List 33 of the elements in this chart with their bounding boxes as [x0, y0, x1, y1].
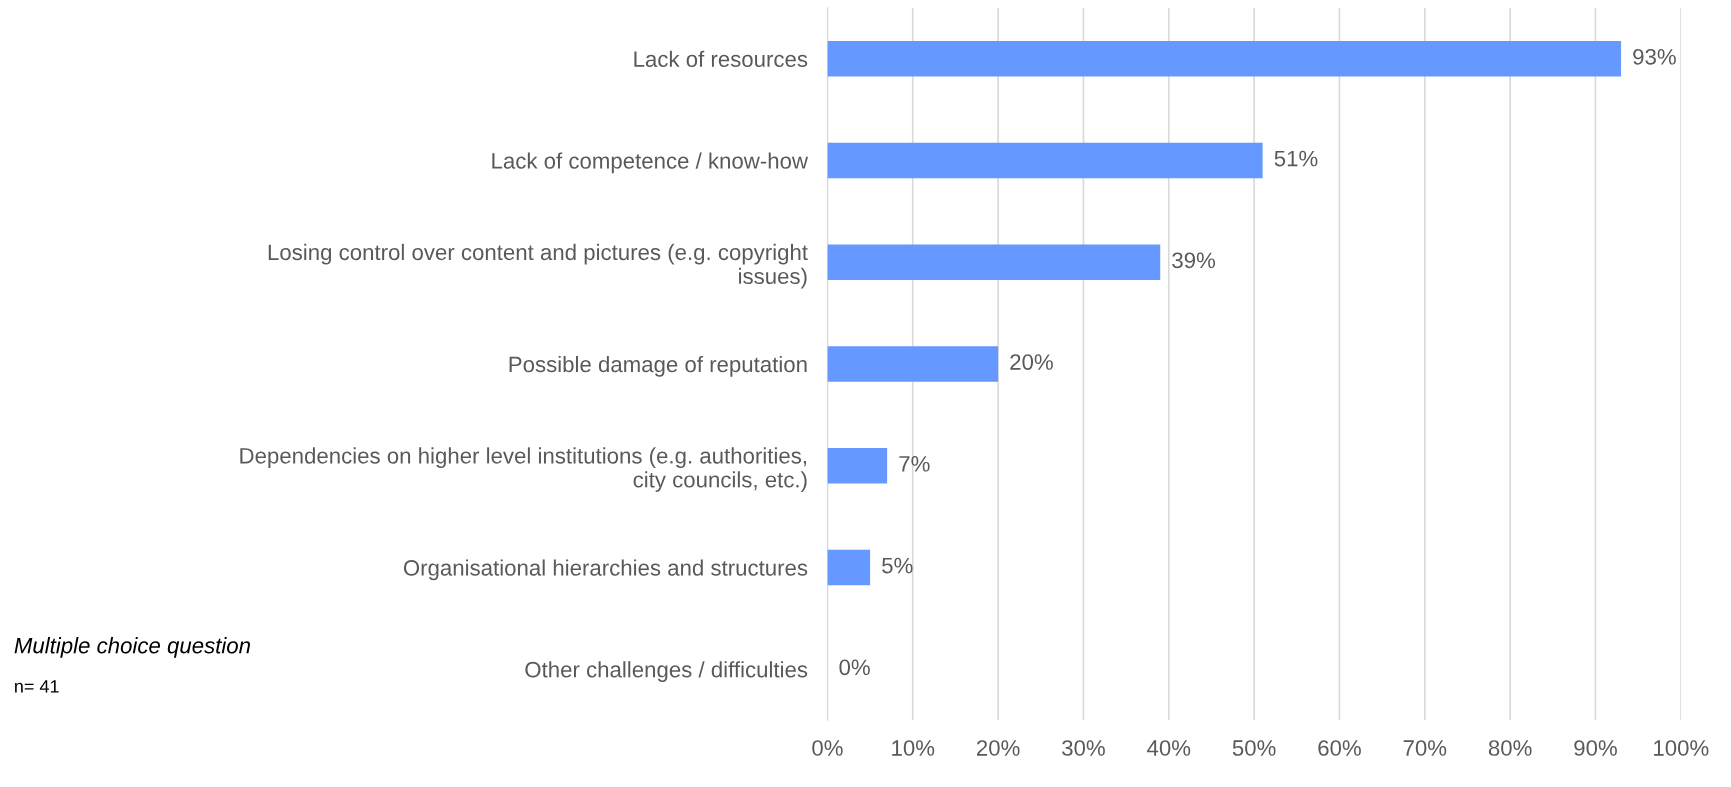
bar: [827, 40, 1622, 77]
y-tick-label: Organisational hierarchies and structures: [403, 559, 808, 581]
y-tick-label: Lack of resources: [634, 50, 808, 68]
data-label: 0%: [839, 659, 870, 676]
bar: [827, 346, 999, 382]
x-tick-label: 0%: [812, 740, 843, 756]
x-tick-label: 50%: [1232, 740, 1276, 756]
x-tick-label: 40%: [1147, 740, 1191, 756]
data-label: 7%: [899, 456, 930, 472]
x-tick-label: 70%: [1403, 740, 1447, 756]
data-label: 5%: [882, 557, 913, 574]
x-tick-label: 90%: [1574, 740, 1617, 756]
y-tick-label: Lack of competence / know-how: [492, 152, 809, 174]
x-tick-label: 80%: [1488, 740, 1532, 756]
text: n= 41: [15, 680, 59, 693]
x-tick-label: 30%: [1062, 740, 1105, 756]
bar: [827, 244, 1161, 281]
data-label: 93%: [1633, 48, 1676, 65]
data-label: 20%: [1010, 354, 1053, 370]
x-tick-label: 100%: [1654, 740, 1709, 756]
x-tick-label: 20%: [976, 740, 1020, 756]
y-tick-label: Losing control over content and pictures (e.g. copyright issues): [268, 243, 808, 289]
bar: [827, 549, 871, 586]
y-tick-label: Possible damage of reputation: [509, 355, 807, 377]
y-tick-label: Dependencies on higher level institutions (e.g. authorities, city councils, etc.): [240, 447, 807, 492]
bar: [827, 142, 1263, 179]
data-label: 51%: [1274, 150, 1318, 167]
y-tick-label: Other challenges / difficulties: [525, 661, 808, 682]
text: Multiple choice question: [14, 637, 251, 658]
bar: [827, 447, 888, 484]
x-tick-label: 60%: [1318, 740, 1361, 756]
x-tick-label: 10%: [892, 740, 935, 756]
data-label: 39%: [1172, 252, 1216, 269]
